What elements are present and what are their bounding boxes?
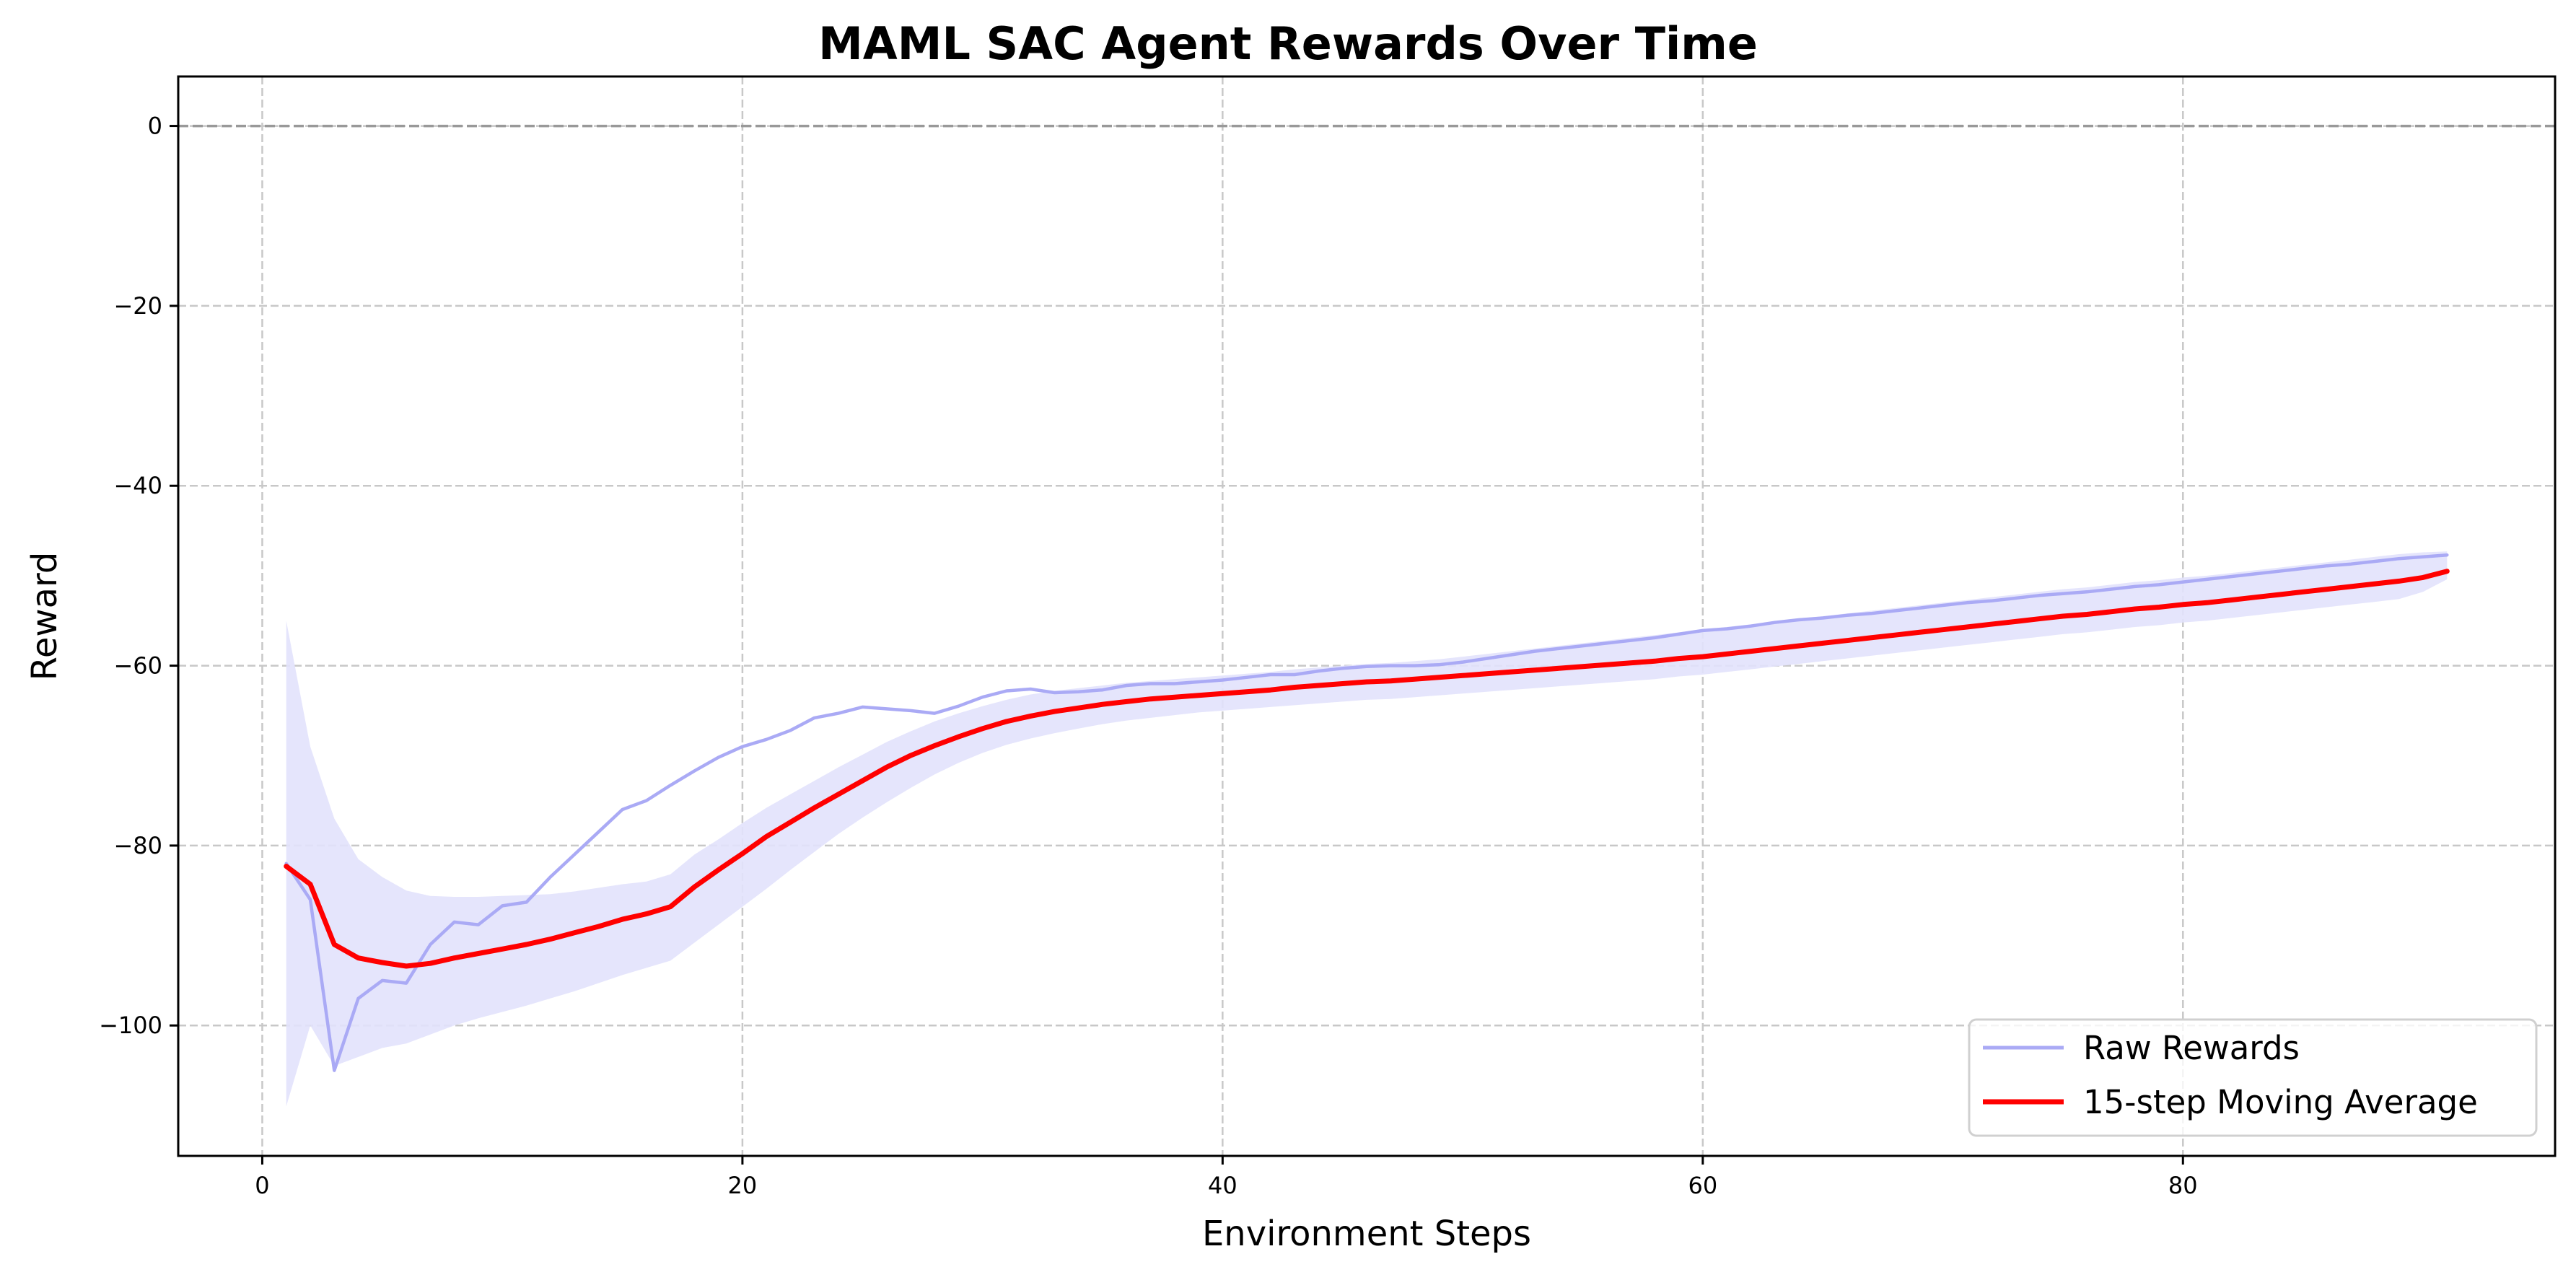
- y-tick-label: −100: [99, 1012, 162, 1039]
- y-axis-title: Reward: [25, 552, 65, 681]
- axis-ticks: 0 20 40 60 80 0 −20 −40 −60 −80 −100: [99, 113, 2198, 1199]
- x-tick-label: 20: [728, 1172, 758, 1199]
- y-tick-label: 0: [148, 113, 162, 140]
- variance-band-layer: [286, 551, 2448, 1107]
- legend: Raw Rewards 15-step Moving Average: [1968, 1018, 2538, 1137]
- legend-label-raw-rewards: Raw Rewards: [2083, 1029, 2300, 1067]
- raw-rewards-line: [284, 553, 2449, 1072]
- variance-band: [286, 551, 2448, 1107]
- y-tick-label: −60: [113, 652, 162, 680]
- y-tick-label: −20: [113, 292, 162, 320]
- y-tick-label: −40: [113, 472, 162, 499]
- x-tick-label: 40: [1208, 1172, 1237, 1199]
- chart-title: MAML SAC Agent Rewards Over Time: [818, 17, 1758, 70]
- x-tick-label: 60: [1688, 1172, 1717, 1199]
- legend-label-moving-average: 15-step Moving Average: [2083, 1083, 2478, 1121]
- moving-average-line: [284, 569, 2450, 969]
- y-tick-label: −80: [113, 832, 162, 859]
- plot-frame: [177, 75, 2557, 1157]
- x-axis-title: Environment Steps: [1202, 1214, 1531, 1254]
- x-tick-label: 80: [2168, 1172, 2198, 1199]
- x-tick-label: 0: [255, 1172, 269, 1199]
- series-lines: [284, 553, 2450, 1072]
- legend-box: [1968, 1018, 2538, 1137]
